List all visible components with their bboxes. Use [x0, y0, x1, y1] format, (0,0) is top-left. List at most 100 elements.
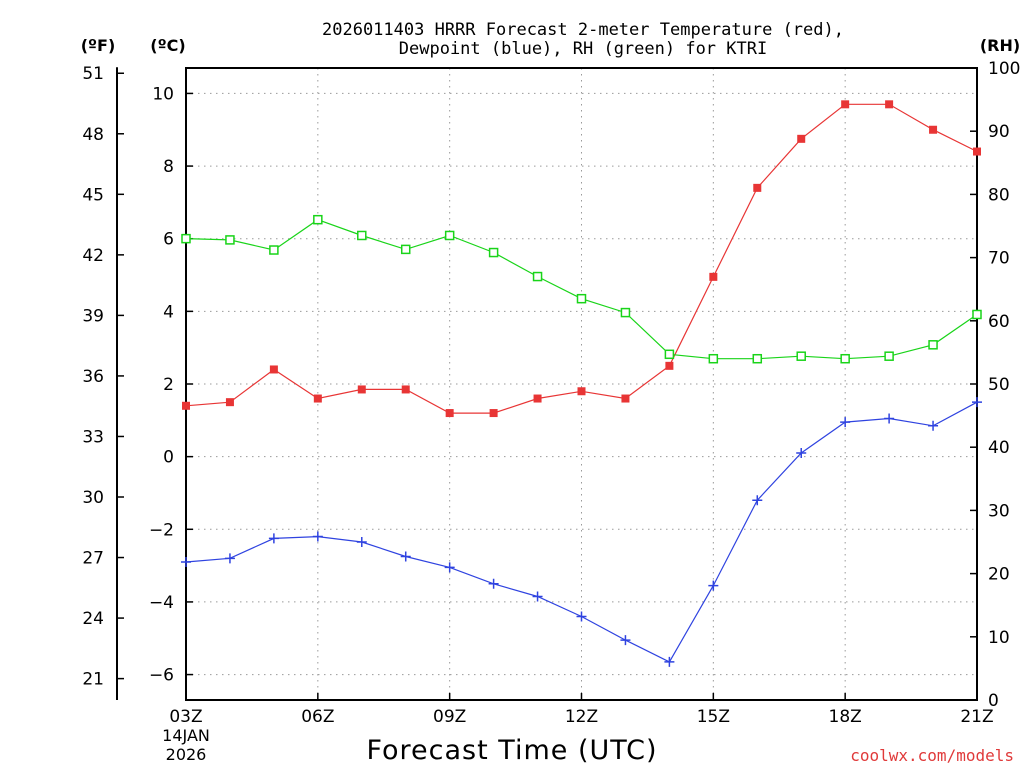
series-layer [181, 100, 982, 667]
date-label-day: 14JAN [162, 726, 210, 745]
rh-tick-label: 20 [988, 565, 1010, 585]
dewpoint-point [532, 591, 543, 602]
rh-tick-label: 70 [988, 249, 1010, 269]
fahrenheit-tick-label: 21 [82, 670, 104, 690]
dewpoint-point [444, 562, 455, 573]
rh-tick-label: 40 [988, 438, 1010, 458]
rh-point [181, 233, 191, 244]
temperature-point [621, 394, 630, 403]
x-tick-label: 18Z [829, 707, 862, 727]
temperature-point [269, 365, 278, 374]
rh-tick-label: 90 [988, 122, 1010, 142]
credit-text: coolwx.com/models [850, 746, 1014, 765]
rh-point [357, 230, 367, 241]
dewpoint-point [752, 495, 763, 506]
dewpoint-point [576, 611, 587, 622]
fahrenheit-tick-label: 36 [82, 367, 104, 387]
series-temperature [182, 100, 981, 418]
rh-point [752, 353, 763, 364]
rh-tick-label: 0 [988, 691, 999, 711]
x-tick-label: 09Z [433, 707, 466, 727]
temperature-point [973, 147, 981, 156]
temperature-point [885, 100, 894, 109]
celsius-tick-label: 6 [163, 230, 174, 250]
axes: 1086420−2−4−6514845423936333027242110090… [82, 59, 1020, 727]
x-tick-label: 15Z [697, 707, 730, 727]
fahrenheit-tick-label: 39 [82, 306, 104, 326]
celsius-tick-label: −4 [149, 593, 174, 613]
rh-point [664, 349, 675, 360]
dewpoint-point [796, 448, 807, 459]
fahrenheit-tick-label: 45 [82, 185, 104, 205]
rh-point [400, 244, 411, 255]
rh-point [840, 353, 850, 364]
rh-point [225, 235, 235, 245]
temperature-point [929, 125, 938, 134]
rh-tick-label: 60 [988, 312, 1010, 332]
fahrenheit-tick-label: 48 [82, 125, 104, 145]
rh-point [532, 271, 543, 282]
rh-point [708, 353, 719, 364]
rh-point [444, 230, 455, 241]
chart-title-line-2: Dewpoint (blue), RH (green) for KTRI [399, 39, 767, 59]
x-tick-label: 06Z [301, 707, 334, 727]
fahrenheit-tick-label: 24 [82, 609, 104, 629]
dewpoint-point [972, 397, 982, 408]
dewpoint-point [400, 551, 411, 562]
date-label-year: 2026 [166, 745, 207, 764]
temperature-point [357, 385, 366, 394]
series-dewpoint [181, 397, 982, 667]
temperature-point [709, 272, 718, 281]
rh-axis-header: (RH) [980, 36, 1020, 55]
temperature-point [665, 361, 674, 370]
celsius-tick-label: 2 [163, 375, 174, 395]
rh-point [576, 293, 587, 304]
fahrenheit-axis-header: (ºF) [81, 36, 116, 55]
x-tick-label: 12Z [565, 707, 598, 727]
rh-point [884, 351, 894, 361]
dewpoint-point [488, 578, 499, 589]
dewpoint-point [224, 553, 235, 564]
celsius-tick-label: 10 [152, 84, 174, 104]
dewpoint-point [664, 656, 675, 667]
rh-tick-label: 30 [988, 501, 1010, 521]
rh-tick-label: 10 [988, 628, 1010, 648]
dewpoint-point [620, 635, 631, 646]
grid-lines [185, 68, 978, 700]
temperature-point [225, 398, 234, 407]
celsius-tick-label: −6 [149, 666, 174, 686]
celsius-axis-header: (ºC) [150, 36, 185, 55]
x-tick-label: 03Z [169, 707, 202, 727]
celsius-tick-label: −2 [149, 520, 174, 540]
rh-line [185, 219, 978, 360]
temperature-point [753, 183, 762, 192]
dewpoint-point [268, 533, 279, 544]
fahrenheit-tick-label: 51 [82, 64, 104, 84]
chart-title-line-1: 2026011403 HRRR Forecast 2-meter Tempera… [322, 20, 844, 40]
temperature-point [797, 134, 806, 143]
rh-point [488, 247, 499, 258]
dewpoint-point [884, 413, 895, 424]
temperature-point [577, 387, 586, 396]
temperature-point [182, 401, 190, 410]
rh-tick-label: 100 [988, 59, 1020, 79]
celsius-tick-label: 8 [163, 157, 174, 177]
celsius-tick-label: 4 [163, 302, 174, 322]
celsius-tick-label: 0 [163, 448, 174, 468]
dewpoint-point [356, 537, 367, 547]
rh-point [313, 214, 323, 225]
rh-point [620, 307, 631, 318]
temperature-point [841, 100, 850, 109]
rh-point [796, 351, 806, 361]
temperature-point [489, 409, 498, 418]
temperature-line [185, 103, 978, 414]
temperature-point [445, 409, 454, 418]
dewpoint-point [928, 420, 939, 431]
temperature-point [401, 385, 410, 394]
rh-tick-label: 80 [988, 185, 1010, 205]
x-tick-label: 21Z [960, 707, 993, 727]
fahrenheit-tick-label: 42 [82, 246, 104, 266]
dewpoint-point [708, 580, 719, 591]
dewpoint-point [312, 531, 323, 542]
